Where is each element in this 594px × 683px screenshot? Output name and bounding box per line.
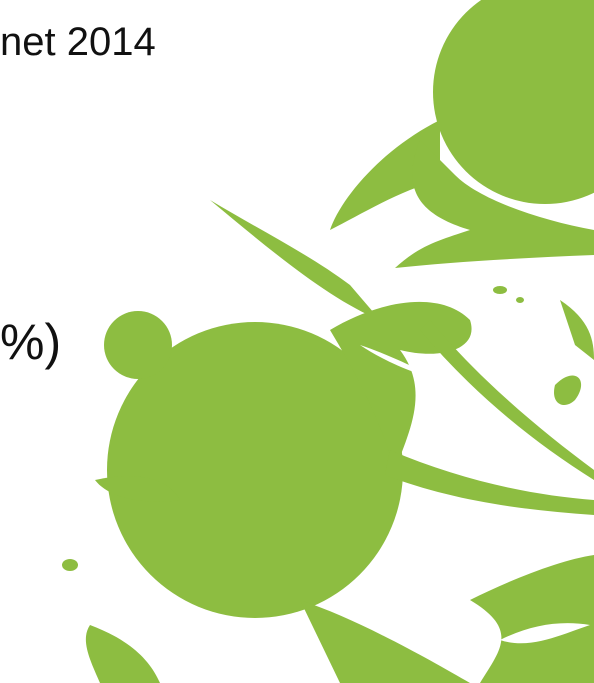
label-fragment: %)	[0, 317, 61, 367]
paint-splash	[0, 0, 594, 683]
heading-fragment: net 2014	[0, 22, 156, 62]
slide: net 2014 %) (() => { const data = JSON.p…	[0, 0, 594, 683]
